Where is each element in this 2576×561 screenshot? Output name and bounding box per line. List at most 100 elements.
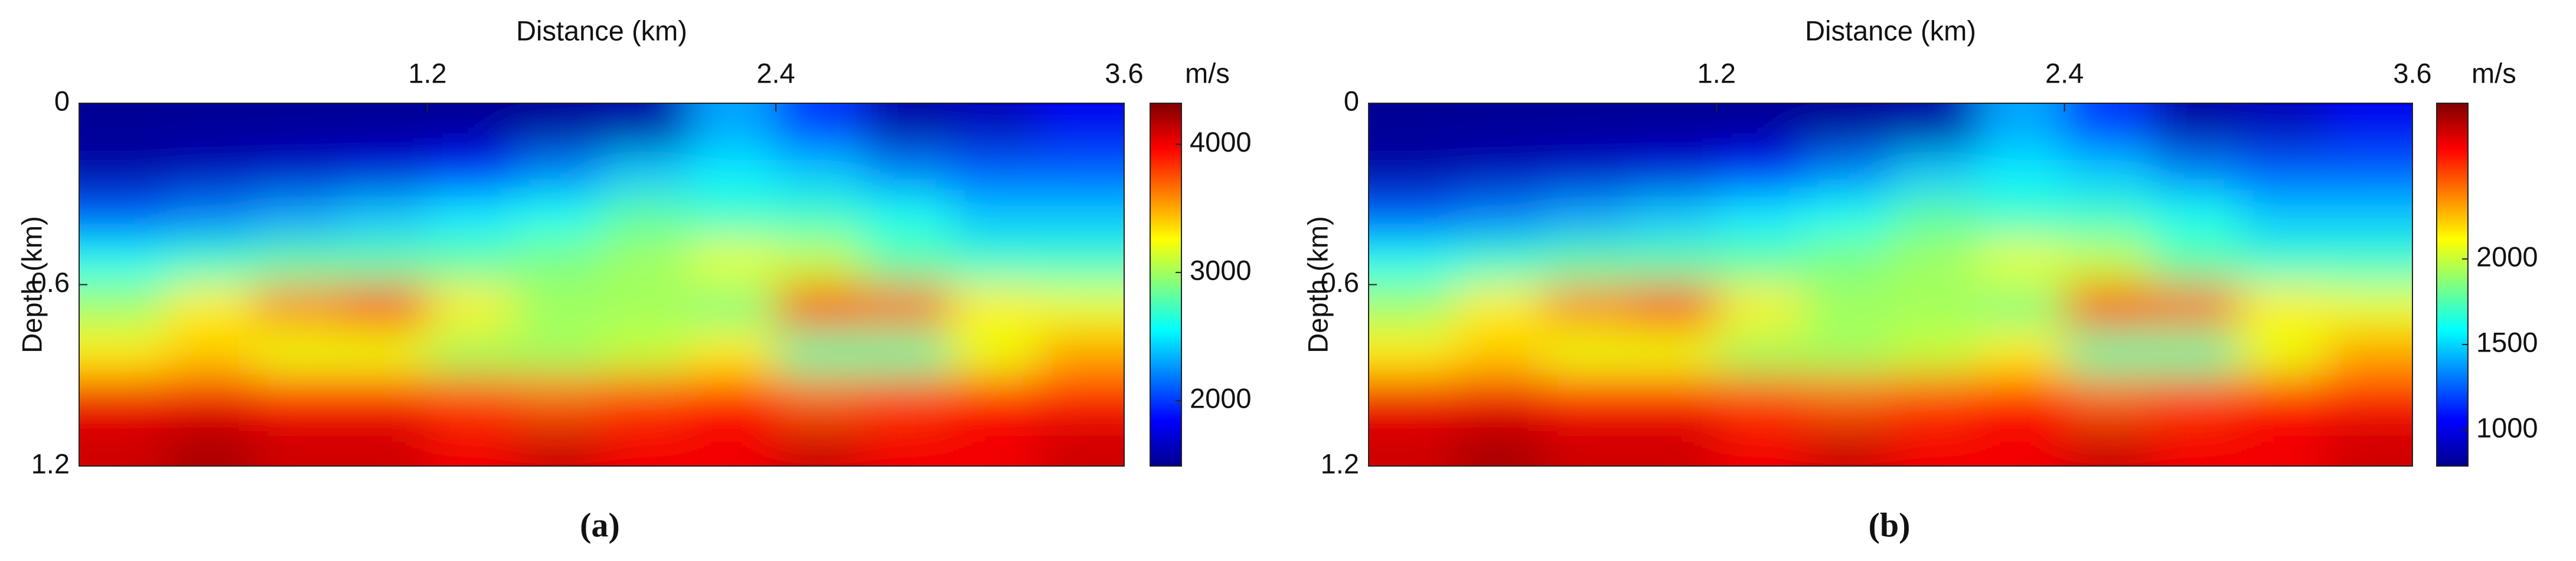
heatmap-cell	[602, 421, 690, 466]
heatmap-cell	[863, 421, 951, 466]
heatmap-cell	[427, 148, 515, 195]
heatmap-cell	[166, 284, 254, 331]
heatmap-cell	[2325, 284, 2412, 331]
heatmap-cell	[79, 193, 167, 240]
caption: (a)	[580, 506, 620, 544]
heatmap-cell	[1037, 421, 1124, 466]
heatmap-cell	[1369, 239, 1457, 286]
heatmap-cell	[1630, 103, 1718, 149]
heatmap-cell	[1630, 421, 1718, 466]
heatmap-cell	[2064, 239, 2152, 286]
heatmap-cell	[688, 421, 776, 466]
heatmap-cell	[602, 193, 690, 240]
heatmap-cell	[776, 284, 864, 331]
heatmap-cell	[776, 148, 864, 195]
heatmap-cell	[863, 103, 951, 149]
heatmap-cell	[340, 284, 428, 331]
heatmap-cell	[253, 239, 341, 286]
heatmap-cell	[688, 148, 776, 195]
heatmap-cell	[1630, 239, 1718, 286]
heatmap-cell	[863, 284, 951, 331]
heatmap-cell	[427, 239, 515, 286]
heatmap-cell	[1542, 103, 1630, 149]
heatmap-cell	[1891, 284, 1978, 331]
x-tick-label: 1.2	[408, 57, 446, 88]
heatmap-cell	[1803, 421, 1891, 466]
x-axis-title: Distance (km)	[1805, 15, 1976, 46]
heatmap-cell	[253, 284, 341, 331]
heatmap-cell	[2325, 103, 2412, 149]
heatmap-cell	[1977, 330, 2065, 376]
heatmap-cell	[340, 330, 428, 376]
heatmap-cell	[1542, 148, 1630, 195]
heatmap-cell	[1542, 193, 1630, 240]
heatmap-cell	[1630, 284, 1718, 331]
heatmap-cell	[950, 193, 1038, 240]
heatmap-cell	[2064, 284, 2152, 331]
heatmap-cell	[1977, 193, 2065, 240]
heatmap-cell	[950, 330, 1038, 376]
heatmap-cell	[79, 103, 167, 149]
colorbar-tick-label: 1000	[2476, 412, 2538, 444]
heatmap-cell	[1542, 239, 1630, 286]
heatmap-cell	[514, 103, 602, 149]
heatmap-cell	[2325, 375, 2412, 422]
heatmap-cell	[79, 148, 167, 195]
heatmap-cell	[1037, 103, 1124, 149]
heatmap-cell	[340, 148, 428, 195]
heatmap-cell	[1455, 193, 1543, 240]
heatmap-cell	[776, 239, 864, 286]
heatmap-cell	[1037, 330, 1124, 376]
heatmap-cell	[2325, 193, 2412, 240]
colorbar-tick-label: 3000	[1190, 254, 1252, 286]
heatmap-cell	[602, 330, 690, 376]
heatmap-cell	[1455, 148, 1543, 195]
heatmap-cell	[1369, 193, 1457, 240]
heatmap-cell	[1803, 193, 1891, 240]
x-tick-label: 2.4	[756, 57, 795, 88]
heatmap-cell	[253, 103, 341, 149]
heatmap-cell	[863, 239, 951, 286]
heatmap-cell	[1891, 330, 1978, 376]
heatmap-cell	[1803, 330, 1891, 376]
heatmap-cell	[602, 148, 690, 195]
heatmap-cell	[1716, 103, 1804, 149]
heatmap-cell	[427, 375, 515, 422]
heatmap-cells	[1369, 103, 2412, 466]
heatmap-cell	[1542, 375, 1630, 422]
heatmap-cell	[688, 284, 776, 331]
heatmap-cell	[1891, 103, 1978, 149]
heatmap-cell	[1977, 148, 2065, 195]
heatmap-cell	[1803, 239, 1891, 286]
heatmap-cell	[79, 330, 167, 376]
heatmap-cell	[166, 375, 254, 422]
heatmap-cell	[688, 375, 776, 422]
heatmap-cell	[2151, 239, 2239, 286]
heatmap-cell	[776, 330, 864, 376]
heatmap-cell	[2238, 239, 2326, 286]
heatmap-cell	[1037, 148, 1124, 195]
heatmap-cell	[1630, 148, 1718, 195]
heatmap-cell	[1977, 375, 2065, 422]
x-tick-label: 3.6	[1105, 57, 1143, 88]
heatmap-cell	[602, 375, 690, 422]
heatmap-cell	[863, 148, 951, 195]
heatmap-cell	[2238, 330, 2326, 376]
heatmap-cell	[2238, 193, 2326, 240]
heatmap-cell	[427, 330, 515, 376]
heatmap-cell	[340, 193, 428, 240]
heatmap-cell	[2238, 103, 2326, 149]
heatmap-cell	[1542, 421, 1630, 466]
colorbar	[2436, 103, 2469, 467]
heatmap-cell	[1455, 103, 1543, 149]
heatmap-cell	[950, 375, 1038, 422]
heatmap-cell	[1977, 284, 2065, 331]
heatmap-cell	[340, 421, 428, 466]
heatmap-cell	[1542, 330, 1630, 376]
colorbar-title: m/s	[2471, 57, 2516, 88]
heatmap-cell	[1716, 239, 1804, 286]
heatmap-cell	[1803, 375, 1891, 422]
heatmap-cell	[1716, 421, 1804, 466]
heatmap-cell	[1891, 375, 1978, 422]
heatmap-cell	[688, 193, 776, 240]
